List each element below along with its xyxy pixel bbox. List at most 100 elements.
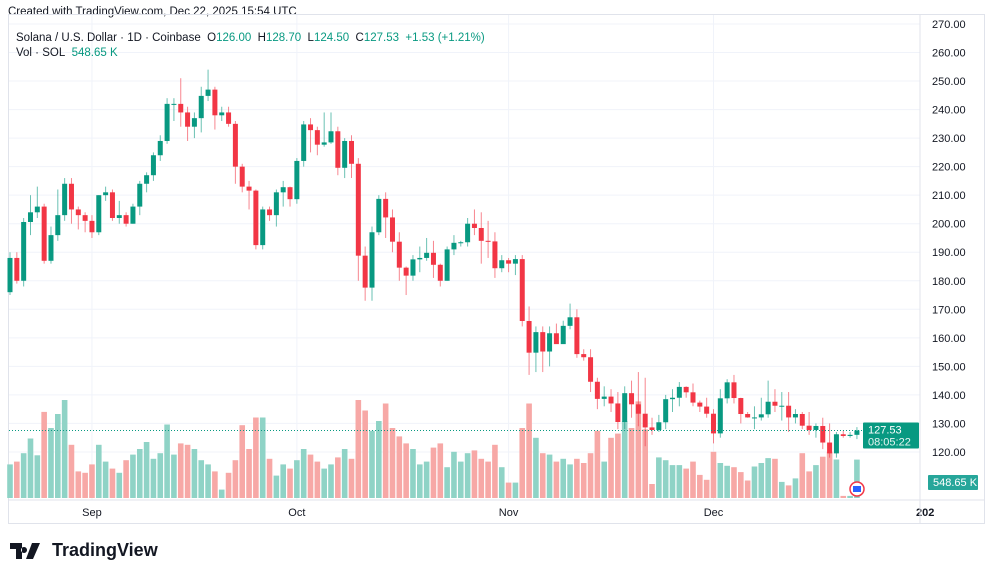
volume-bar [437,443,444,498]
candle-body [294,160,300,200]
symbol-title[interactable]: Solana / U.S. Dollar · 1D · Coinbase [16,32,201,44]
volume-bar [533,437,539,498]
y-tick-label: 210.00 [932,190,966,202]
volume-bar [662,460,669,498]
volume-bar [697,474,703,498]
low-label: L [307,32,314,44]
candle-body [267,209,273,216]
volume-tag-value: 548.65 K [933,477,978,489]
volume-bar [567,464,573,498]
volume-bar [574,458,580,498]
candle-body [82,215,88,221]
candle-body [328,131,334,143]
volume-bar [95,444,102,498]
event-flag [853,486,861,492]
volume-bar [259,417,266,498]
candle-body [130,206,136,224]
volume-bar [61,400,68,498]
volume-bar [519,428,526,498]
volume-bar [751,466,758,498]
candle-body [799,414,805,426]
candle-body [533,332,539,353]
candle-body [854,430,860,435]
volume-bar [171,454,177,498]
volume-bar [314,461,321,498]
y-tick-label: 220.00 [932,162,966,174]
volume-bar [799,453,806,498]
volume-value: 548.65 K [71,47,118,59]
candle-body [48,235,54,261]
volume-bar [369,430,375,498]
volume-label[interactable]: Vol · SOL [16,47,66,59]
volume-bar [376,421,382,498]
candle-body [239,166,245,187]
candle-body [731,382,737,399]
volume-bar [676,465,683,498]
volume-bar [123,460,129,498]
candle-body [471,223,477,228]
candle-body [581,354,587,358]
candle-body [308,124,314,131]
volume-bar [27,438,34,498]
y-tick-label: 170.00 [932,304,966,316]
candle-body [820,425,826,443]
volume-bar [785,485,792,498]
candle-body [424,252,430,258]
volume-bar [382,403,389,498]
volume-bar [109,468,116,498]
volume-bar [48,428,54,498]
candle-body [205,89,211,96]
candle-body [758,414,764,418]
volume-bar [294,460,300,498]
volume-bar [328,464,334,498]
candle-body [458,242,464,244]
price-tag-countdown: 08:05:22 [868,436,911,448]
volume-bar [205,464,211,498]
volume-bar [628,428,635,498]
volume-bar [321,468,327,498]
candle-body [553,333,559,345]
y-tick-label: 150.00 [932,361,966,373]
y-tick-label: 190.00 [932,247,966,259]
candle-body [355,163,361,256]
y-tick-label: 130.00 [932,418,966,430]
candle-body [444,249,450,281]
event-flag-icon[interactable] [849,481,865,497]
volume-bar [717,463,724,498]
volume-bar [362,410,368,498]
volume-bar [191,449,198,498]
candle-body [137,183,143,207]
candle-body [403,267,409,276]
volume-bar [806,471,812,498]
volume-bar [826,451,833,498]
candle-body [68,183,74,210]
volume-bar [560,458,567,498]
y-tick-label: 200.00 [932,219,966,231]
volume-bar [765,458,771,498]
candle-body [642,413,648,428]
y-tick-label: 250.00 [932,76,966,88]
candle-body [683,386,689,393]
volume-bar [273,475,280,498]
volume-bar [847,495,853,498]
candle-body [14,257,20,281]
volume-bar [198,460,205,498]
volume-bar [34,455,41,498]
volume-bar [75,471,82,498]
candle-body [226,112,232,124]
tradingview-logo[interactable]: TradingView [10,540,158,561]
y-tick-label: 160.00 [932,333,966,345]
volume-bar [792,478,799,498]
candle-body [492,241,498,269]
volume-bar [690,461,696,498]
candle-body [27,212,33,222]
volume-bar [130,454,136,498]
volume-bar [758,463,765,498]
volume-bar [594,430,601,498]
volume-bar [703,479,710,498]
y-tick-label: 270.00 [932,19,966,31]
candle-body [212,89,218,116]
volume-bar [266,458,273,498]
